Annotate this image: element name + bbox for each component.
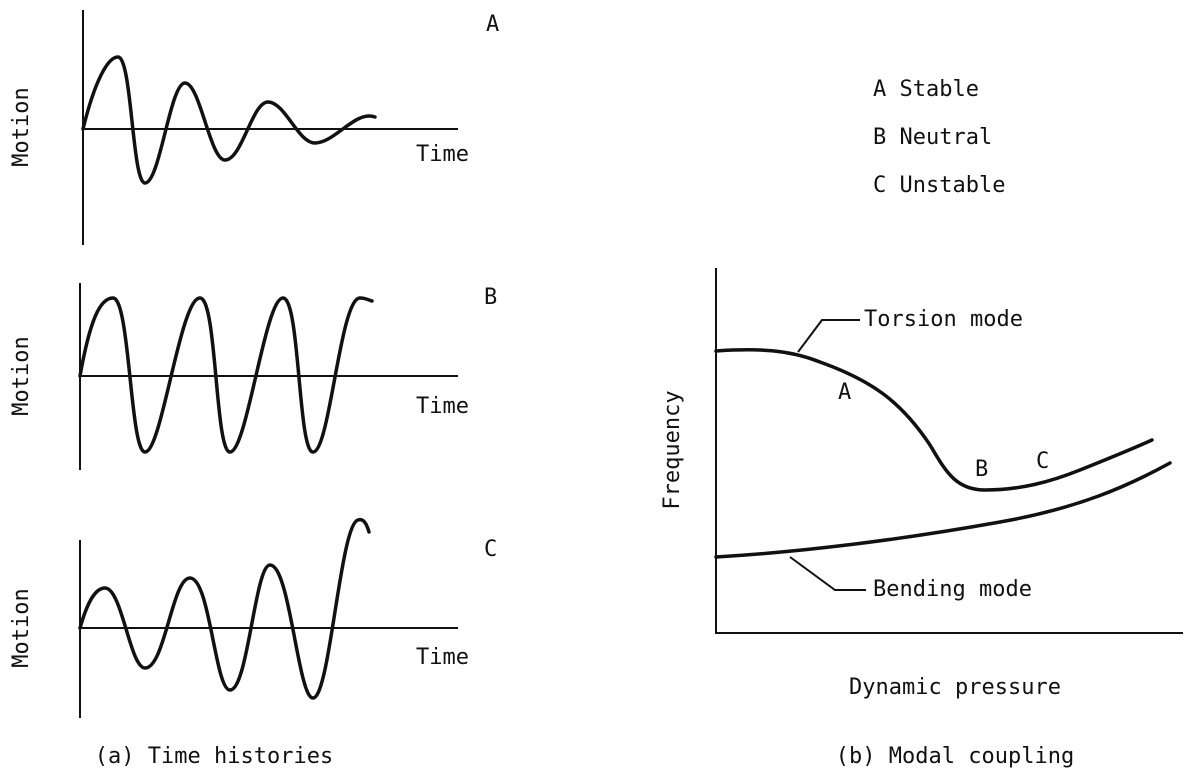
leader <box>789 556 866 591</box>
plot-label: C <box>484 537 497 562</box>
y-axis-label: Motion <box>9 588 34 667</box>
caption: (b) Modal coupling <box>836 744 1074 769</box>
axes <box>715 268 1183 634</box>
point-label: A <box>838 380 851 405</box>
x-axis-label: Time <box>416 142 469 167</box>
legend-entry: C Unstable <box>873 173 1005 198</box>
y-axis-label: Frequency <box>660 390 685 509</box>
axes <box>82 10 458 245</box>
plot-c: C Time Motion <box>9 517 497 718</box>
bending-curve <box>714 461 1172 559</box>
x-axis-label: Dynamic pressure <box>849 675 1061 700</box>
axes <box>79 283 458 470</box>
curve <box>78 296 374 454</box>
modal-coupling: Torsion mode Bending mode A B C Frequenc… <box>660 268 1183 700</box>
curve <box>81 55 377 185</box>
plot-label: B <box>484 285 497 310</box>
plot-a: A Time Motion <box>9 10 499 245</box>
plot-label: A <box>486 12 499 37</box>
legend-entry: A Stable <box>873 77 979 102</box>
torsion-curve <box>714 348 1154 492</box>
x-axis-label: Time <box>416 645 469 670</box>
caption: (a) Time histories <box>95 744 333 769</box>
plot-b: B Time Motion <box>9 283 497 470</box>
x-axis-label: Time <box>416 394 469 419</box>
curve <box>78 517 371 700</box>
leader <box>797 319 860 353</box>
y-axis-label: Motion <box>9 336 34 415</box>
point-label: C <box>1036 449 1049 474</box>
legend-entry: B Neutral <box>873 125 992 150</box>
curve-label: Bending mode <box>873 577 1032 602</box>
curve-label: Torsion mode <box>864 307 1023 332</box>
y-axis-label: Motion <box>9 87 34 166</box>
point-label: B <box>975 457 988 482</box>
